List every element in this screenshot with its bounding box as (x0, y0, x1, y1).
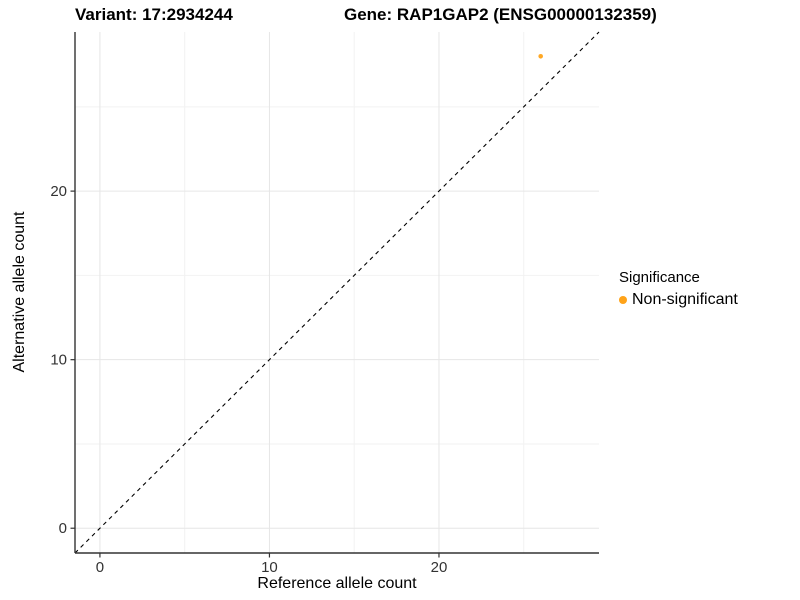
legend-title: Significance (619, 269, 700, 286)
y-tick-label: 0 (59, 520, 67, 537)
legend-item-label: Non-significant (632, 291, 738, 308)
legend: Significance Non-significant (619, 269, 738, 309)
x-tick-label: 20 (431, 559, 448, 576)
legend-point-icon (619, 296, 627, 304)
x-tick-label: 10 (261, 559, 278, 576)
y-tick-label: 10 (50, 352, 67, 369)
identity-reference-line (74, 31, 600, 554)
variant-title: Variant: 17:2934244 (75, 5, 233, 24)
legend-item-non-significant: Non-significant (619, 291, 738, 309)
y-tick-label: 20 (50, 183, 67, 200)
data-point (538, 53, 543, 59)
x-axis-title: Reference allele count (257, 575, 417, 592)
y-axis-title: Alternative allele count (11, 211, 28, 373)
x-tick-label: 0 (96, 559, 104, 576)
gene-title: Gene: RAP1GAP2 (ENSG00000132359) (344, 5, 657, 24)
